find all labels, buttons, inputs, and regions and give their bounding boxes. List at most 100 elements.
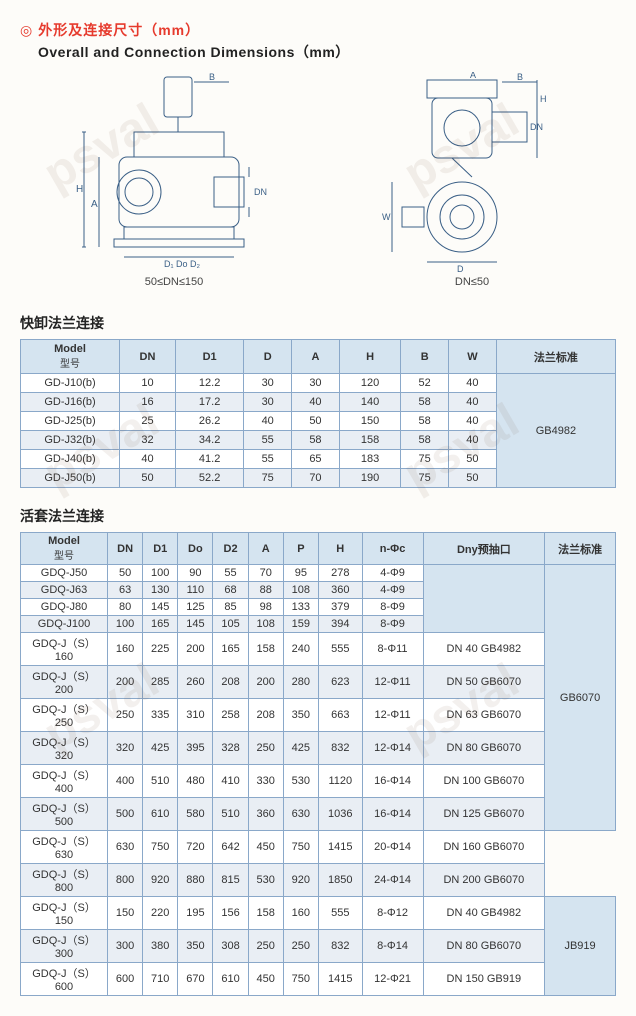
th2-h: H	[318, 533, 362, 565]
cell-p: 159	[283, 616, 318, 633]
cell-d: 30	[244, 374, 292, 393]
cell-do: 395	[178, 732, 213, 765]
cell-dn: 32	[120, 431, 176, 450]
cell-nphi: 12-Φ11	[362, 699, 423, 732]
table-row: GDQ-J5050100905570952784-Φ9GB6070	[21, 565, 616, 582]
cell-dny: DN 100 GB6070	[423, 765, 545, 798]
cell-d1: 100	[143, 565, 178, 582]
table-row: GDQ-J（S）1501502201951561581605558-Φ12DN …	[21, 897, 616, 930]
cell-model: GDQ-J100	[21, 616, 108, 633]
diagram-1: H A DN D₁ Do D₂ B 50≤DN≤150	[64, 72, 284, 288]
cell-d1: 750	[143, 831, 178, 864]
svg-text:H: H	[76, 184, 83, 195]
cell-model: GDQ-J（S）300	[21, 930, 108, 963]
th-h: H	[339, 340, 400, 374]
cell-dn: 600	[108, 963, 143, 996]
cell-do: 260	[178, 666, 213, 699]
cell-p: 920	[283, 864, 318, 897]
table-row: GDQ-J（S）32032042539532825042583212-Φ14DN…	[21, 732, 616, 765]
cell-nphi: 12-Φ21	[362, 963, 423, 996]
cell-dn: 500	[108, 798, 143, 831]
svg-text:A: A	[91, 199, 98, 210]
cell-d1: 380	[143, 930, 178, 963]
table-row: GDQ-J（S）600600710670610450750141512-Φ21D…	[21, 963, 616, 996]
cell-do: 200	[178, 633, 213, 666]
cell-p: 108	[283, 582, 318, 599]
cell-a: 208	[248, 699, 283, 732]
cell-w: 40	[449, 393, 497, 412]
cell-d2: 68	[213, 582, 248, 599]
cell-h: 555	[318, 897, 362, 930]
th2-nphi: n-Φc	[362, 533, 423, 565]
cell-p: 530	[283, 765, 318, 798]
cell-h: 663	[318, 699, 362, 732]
header-title-en: Overall and Connection Dimensions（mm）	[38, 42, 616, 62]
cell-model: GDQ-J（S）500	[21, 798, 108, 831]
cell-d1: 710	[143, 963, 178, 996]
cell-model: GDQ-J50	[21, 565, 108, 582]
cell-h: 140	[339, 393, 400, 412]
cell-a: 530	[248, 864, 283, 897]
bullet-icon: ◎	[20, 22, 32, 39]
cell-dny: DN 200 GB6070	[423, 864, 545, 897]
table-row: GDQ-J（S）400400510480410330530112016-Φ14D…	[21, 765, 616, 798]
cell-d1: 52.2	[175, 469, 243, 488]
cell-d2: 815	[213, 864, 248, 897]
section1-title: 快卸法兰连接	[20, 313, 616, 333]
cell-dn: 50	[108, 565, 143, 582]
cell-h: 360	[318, 582, 362, 599]
th2-do: Do	[178, 533, 213, 565]
svg-text:D: D	[457, 264, 464, 272]
cell-h: 394	[318, 616, 362, 633]
cell-d1: 41.2	[175, 450, 243, 469]
diagram-2-caption: DN≤50	[372, 276, 572, 288]
cell-h: 278	[318, 565, 362, 582]
cell-a: 330	[248, 765, 283, 798]
cell-d: 75	[244, 469, 292, 488]
cell-b: 58	[401, 393, 449, 412]
cell-d: 30	[244, 393, 292, 412]
cell-d1: 220	[143, 897, 178, 930]
cell-b: 75	[401, 469, 449, 488]
cell-model: GDQ-J（S）200	[21, 666, 108, 699]
cell-d2: 642	[213, 831, 248, 864]
cell-a: 250	[248, 732, 283, 765]
cell-dn: 250	[108, 699, 143, 732]
diagram-2: B A DN W D H DN≤50	[372, 72, 572, 288]
svg-text:B: B	[517, 72, 523, 82]
cell-dn: 50	[120, 469, 176, 488]
cell-dn: 630	[108, 831, 143, 864]
cell-do: 580	[178, 798, 213, 831]
th-w: W	[449, 340, 497, 374]
cell-d1: 165	[143, 616, 178, 633]
cell-dny: DN 125 GB6070	[423, 798, 545, 831]
cell-a: 70	[292, 469, 340, 488]
table-row: GDQ-J（S）3003003803503082502508328-Φ14DN …	[21, 930, 616, 963]
svg-text:B: B	[209, 72, 215, 82]
cell-dn: 200	[108, 666, 143, 699]
table-row: GDQ-J（S）500500610580510360630103616-Φ14D…	[21, 798, 616, 831]
cell-dny: DN 63 GB6070	[423, 699, 545, 732]
cell-do: 880	[178, 864, 213, 897]
cell-a: 98	[248, 599, 283, 616]
cell-do: 310	[178, 699, 213, 732]
cell-p: 750	[283, 963, 318, 996]
cell-do: 720	[178, 831, 213, 864]
cell-std: GB6070	[545, 565, 616, 831]
cell-nphi: 8-Φ14	[362, 930, 423, 963]
cell-d2: 165	[213, 633, 248, 666]
cell-dny-blank	[423, 565, 545, 633]
cell-d2: 410	[213, 765, 248, 798]
svg-text:W: W	[382, 212, 391, 222]
cell-dn: 100	[108, 616, 143, 633]
cell-model: GD-J40(b)	[21, 450, 120, 469]
cell-do: 90	[178, 565, 213, 582]
cell-do: 145	[178, 616, 213, 633]
svg-text:DN: DN	[254, 187, 267, 197]
cell-do: 480	[178, 765, 213, 798]
th-d1: D1	[175, 340, 243, 374]
cell-b: 75	[401, 450, 449, 469]
cell-dn: 16	[120, 393, 176, 412]
cell-dny: DN 80 GB6070	[423, 930, 545, 963]
cell-nphi: 8-Φ11	[362, 633, 423, 666]
